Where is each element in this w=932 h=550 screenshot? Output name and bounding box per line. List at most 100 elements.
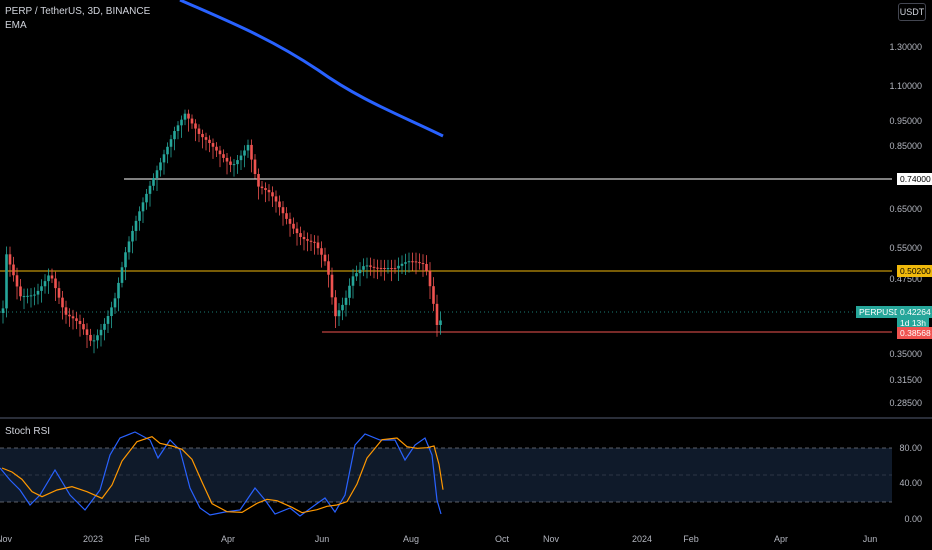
candle-body[interactable] bbox=[54, 278, 57, 289]
stoch-k-line[interactable] bbox=[0, 431, 442, 517]
candle-body[interactable] bbox=[152, 178, 155, 186]
candle-body[interactable] bbox=[169, 139, 173, 147]
candle-body[interactable] bbox=[183, 113, 187, 120]
candle-body[interactable] bbox=[306, 239, 309, 241]
candle-body[interactable] bbox=[432, 286, 435, 304]
candle-body[interactable] bbox=[68, 314, 71, 317]
candle-body[interactable] bbox=[19, 286, 22, 297]
candle-body[interactable] bbox=[8, 254, 12, 265]
candle-body[interactable] bbox=[435, 303, 439, 325]
candle-body[interactable] bbox=[239, 155, 243, 161]
candle-body[interactable] bbox=[1, 308, 5, 313]
candle-body[interactable] bbox=[141, 202, 145, 212]
candle-body[interactable] bbox=[414, 261, 418, 263]
candle-body[interactable] bbox=[40, 286, 43, 291]
candle-body[interactable] bbox=[351, 276, 355, 286]
candle-body[interactable] bbox=[295, 228, 299, 234]
symbol-title[interactable]: PERP / TetherUS, 3D, BINANCE bbox=[5, 6, 151, 17]
candle-body[interactable] bbox=[246, 144, 250, 151]
candle-body[interactable] bbox=[418, 262, 421, 264]
candle-body[interactable] bbox=[425, 263, 428, 272]
candle-body[interactable] bbox=[222, 154, 225, 158]
candle-body[interactable] bbox=[320, 248, 323, 255]
candle-body[interactable] bbox=[96, 335, 99, 341]
candle-body[interactable] bbox=[362, 266, 365, 270]
candle-body[interactable] bbox=[309, 240, 313, 242]
candle-body[interactable] bbox=[285, 213, 288, 219]
candle-body[interactable] bbox=[218, 150, 222, 155]
candle-body[interactable] bbox=[344, 297, 348, 305]
candle-body[interactable] bbox=[166, 146, 169, 155]
candle-body[interactable] bbox=[236, 160, 239, 165]
candle-body[interactable] bbox=[243, 150, 246, 156]
candle-body[interactable] bbox=[376, 267, 379, 269]
candle-body[interactable] bbox=[106, 316, 110, 324]
candle-body[interactable] bbox=[397, 265, 400, 269]
candle-body[interactable] bbox=[341, 304, 344, 311]
candle-body[interactable] bbox=[71, 316, 75, 319]
candle-body[interactable] bbox=[176, 125, 180, 132]
candle-body[interactable] bbox=[204, 137, 208, 140]
candle-body[interactable] bbox=[257, 174, 260, 187]
candle-body[interactable] bbox=[159, 162, 162, 171]
candle-body[interactable] bbox=[162, 154, 166, 163]
candle-body[interactable] bbox=[274, 196, 278, 202]
candle-body[interactable] bbox=[264, 188, 267, 190]
candle-body[interactable] bbox=[131, 230, 134, 242]
candle-body[interactable] bbox=[47, 275, 50, 282]
candle-body[interactable] bbox=[439, 320, 442, 325]
candle-body[interactable] bbox=[208, 139, 211, 144]
symbol-name-tag[interactable]: PERPUSDT bbox=[856, 306, 909, 318]
candle-body[interactable] bbox=[89, 334, 92, 341]
candle-body[interactable] bbox=[327, 261, 330, 275]
candle-body[interactable] bbox=[173, 131, 176, 140]
candle-body[interactable] bbox=[428, 271, 432, 287]
candle-body[interactable] bbox=[113, 298, 117, 308]
candle-body[interactable] bbox=[124, 252, 127, 268]
last-price-tag[interactable]: 0.42264 bbox=[897, 306, 932, 318]
candle-body[interactable] bbox=[288, 218, 292, 224]
candle-body[interactable] bbox=[180, 119, 183, 126]
candle-body[interactable] bbox=[103, 323, 106, 330]
candle-body[interactable] bbox=[379, 267, 383, 269]
candle-body[interactable] bbox=[229, 161, 232, 165]
candle-body[interactable] bbox=[155, 170, 159, 179]
candle-body[interactable] bbox=[411, 261, 414, 263]
candle-body[interactable] bbox=[383, 268, 386, 270]
candle-body[interactable] bbox=[281, 207, 285, 214]
candle-body[interactable] bbox=[421, 263, 425, 265]
candle-body[interactable] bbox=[372, 266, 376, 268]
candle-body[interactable] bbox=[190, 118, 194, 124]
candle-body[interactable] bbox=[253, 159, 257, 175]
candle-body[interactable] bbox=[201, 133, 204, 138]
candle-body[interactable] bbox=[358, 269, 362, 274]
candle-body[interactable] bbox=[348, 285, 351, 298]
candle-body[interactable] bbox=[75, 318, 78, 321]
candle-body[interactable] bbox=[278, 201, 281, 208]
candle-body[interactable] bbox=[120, 267, 124, 283]
candle-body[interactable] bbox=[225, 157, 229, 162]
level-yellow-tag[interactable]: 0.50200 bbox=[897, 265, 932, 277]
candle-body[interactable] bbox=[292, 223, 295, 229]
candle-body[interactable] bbox=[365, 265, 369, 267]
candle-body[interactable] bbox=[407, 261, 411, 263]
candle-body[interactable] bbox=[78, 320, 82, 325]
candle-body[interactable] bbox=[271, 192, 274, 197]
candle-body[interactable] bbox=[64, 307, 68, 315]
candle-body[interactable] bbox=[404, 262, 407, 264]
candle-body[interactable] bbox=[15, 275, 19, 287]
candle-body[interactable] bbox=[355, 273, 358, 277]
candle-body[interactable] bbox=[323, 254, 327, 262]
candle-body[interactable] bbox=[211, 143, 215, 147]
candle-body[interactable] bbox=[85, 329, 89, 335]
candle-body[interactable] bbox=[110, 307, 113, 317]
candle-body[interactable] bbox=[134, 220, 138, 231]
candle-body[interactable] bbox=[197, 128, 201, 134]
candle-body[interactable] bbox=[26, 295, 29, 297]
level-white-tag[interactable]: 0.74000 bbox=[897, 173, 932, 185]
candle-body[interactable] bbox=[313, 241, 316, 243]
candle-body[interactable] bbox=[99, 329, 103, 336]
candle-body[interactable] bbox=[148, 185, 152, 194]
candle-body[interactable] bbox=[267, 189, 271, 193]
candle-body[interactable] bbox=[260, 186, 264, 189]
